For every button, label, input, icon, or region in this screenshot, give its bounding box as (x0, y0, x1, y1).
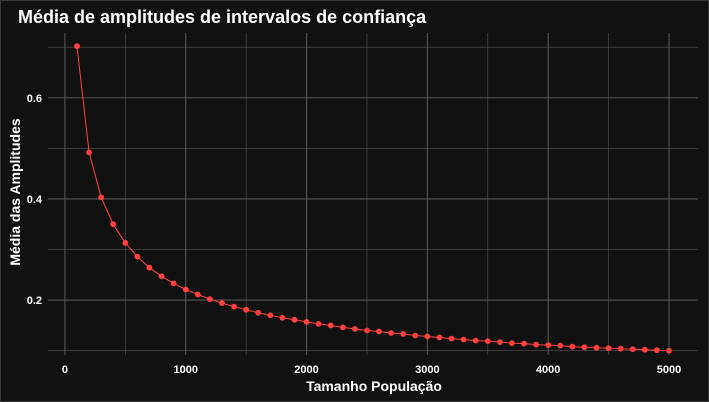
data-point (194, 291, 201, 298)
data-point (424, 333, 431, 340)
data-point (545, 342, 552, 348)
x-tick-label: 2000 (294, 364, 318, 376)
data-point (654, 347, 660, 354)
x-tick-label: 3000 (415, 364, 439, 376)
data-point (158, 273, 165, 280)
data-point (617, 345, 624, 352)
data-point (641, 346, 648, 353)
data-point (666, 347, 672, 354)
data-point (134, 253, 141, 260)
data-point (267, 312, 274, 319)
data-point (448, 335, 455, 342)
data-point (460, 336, 467, 343)
y-tick-labels: 0.2 0.4 0.6 (27, 93, 43, 307)
y-tick-label: 0.4 (27, 194, 43, 206)
data-point (74, 43, 80, 50)
x-tick-label: 1000 (173, 364, 197, 376)
y-axis-label: Média das Amplitudes (7, 118, 23, 266)
data-point (629, 346, 636, 353)
data-point (569, 343, 576, 350)
data-point (436, 334, 443, 341)
data-point (339, 324, 346, 331)
data-point (146, 264, 153, 271)
data-point (243, 306, 250, 313)
data-point (279, 314, 286, 321)
chart-title: Média de amplitudes de intervalos de con… (18, 7, 427, 27)
data-point (581, 344, 588, 351)
x-tick-label: 5000 (657, 364, 681, 376)
data-point (376, 328, 382, 335)
data-point (472, 337, 479, 344)
y-tick-label: 0.2 (27, 295, 42, 307)
data-point (182, 286, 189, 293)
data-point (86, 149, 92, 156)
data-point (412, 332, 419, 339)
data-point (484, 338, 491, 344)
x-tick-label: 4000 (536, 364, 560, 376)
x-tick-labels: 0 1000 2000 3000 4000 5000 (62, 364, 681, 376)
x-tick-label: 0 (62, 364, 68, 376)
data-point (593, 344, 600, 351)
data-point (122, 240, 129, 246)
data-point (231, 303, 238, 310)
data-points (74, 43, 672, 354)
x-axis-label: Tamanho População (306, 378, 442, 394)
data-point (170, 280, 177, 287)
data-point (98, 194, 105, 201)
data-point (388, 330, 394, 336)
data-point (303, 319, 310, 325)
data-point (207, 296, 213, 302)
data-point (352, 326, 358, 332)
data-point (521, 340, 527, 347)
data-point (557, 342, 564, 349)
grid-lines (48, 33, 698, 355)
data-point (255, 309, 262, 316)
data-point (533, 341, 539, 348)
data-point (400, 331, 407, 337)
data-point (497, 339, 503, 345)
data-point (509, 340, 515, 346)
data-point (605, 345, 612, 352)
data-point (364, 327, 370, 334)
y-tick-label: 0.6 (27, 93, 42, 105)
data-point (327, 322, 334, 329)
data-point (315, 321, 322, 327)
data-point (291, 316, 298, 323)
data-point (219, 300, 225, 306)
data-point (110, 221, 117, 228)
